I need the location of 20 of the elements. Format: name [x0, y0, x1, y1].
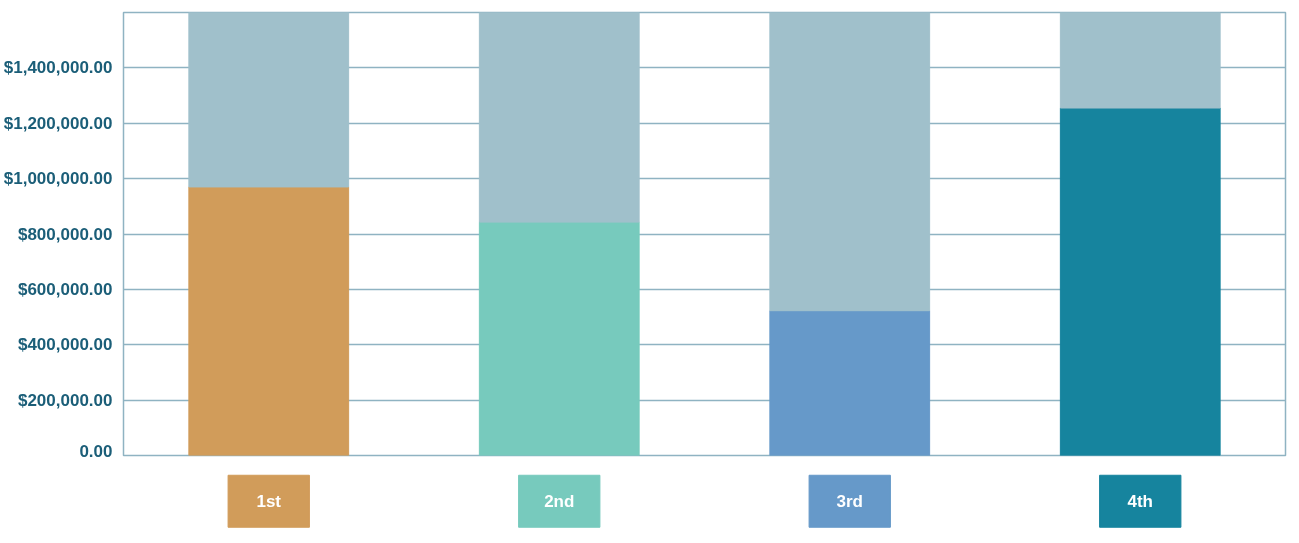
y-tick-label: $800,000.00: [17, 224, 113, 244]
x-tick-label: 2nd: [544, 491, 575, 511]
bar: [769, 310, 931, 456]
bar: [188, 12, 350, 188]
y-tick-label: $1,200,000.00: [3, 113, 113, 133]
x-tick-label: 1st: [256, 491, 282, 511]
bar: [1059, 12, 1221, 109]
y-tick-label: 0.00: [79, 441, 113, 461]
bar: [188, 186, 350, 456]
bar: [1059, 107, 1221, 456]
y-tick-label: $400,000.00: [17, 335, 113, 355]
y-tick-label: $200,000.00: [17, 390, 113, 410]
bar: [478, 12, 640, 223]
x-tick-label: 4th: [1127, 491, 1153, 511]
y-tick-label: $1,000,000.00: [3, 169, 113, 189]
x-tick-label: 3rd: [836, 491, 863, 511]
y-tick-label: $1,400,000.00: [3, 58, 113, 78]
y-tick-label: $600,000.00: [17, 279, 113, 299]
bar: [769, 12, 931, 312]
bar: [478, 221, 640, 456]
